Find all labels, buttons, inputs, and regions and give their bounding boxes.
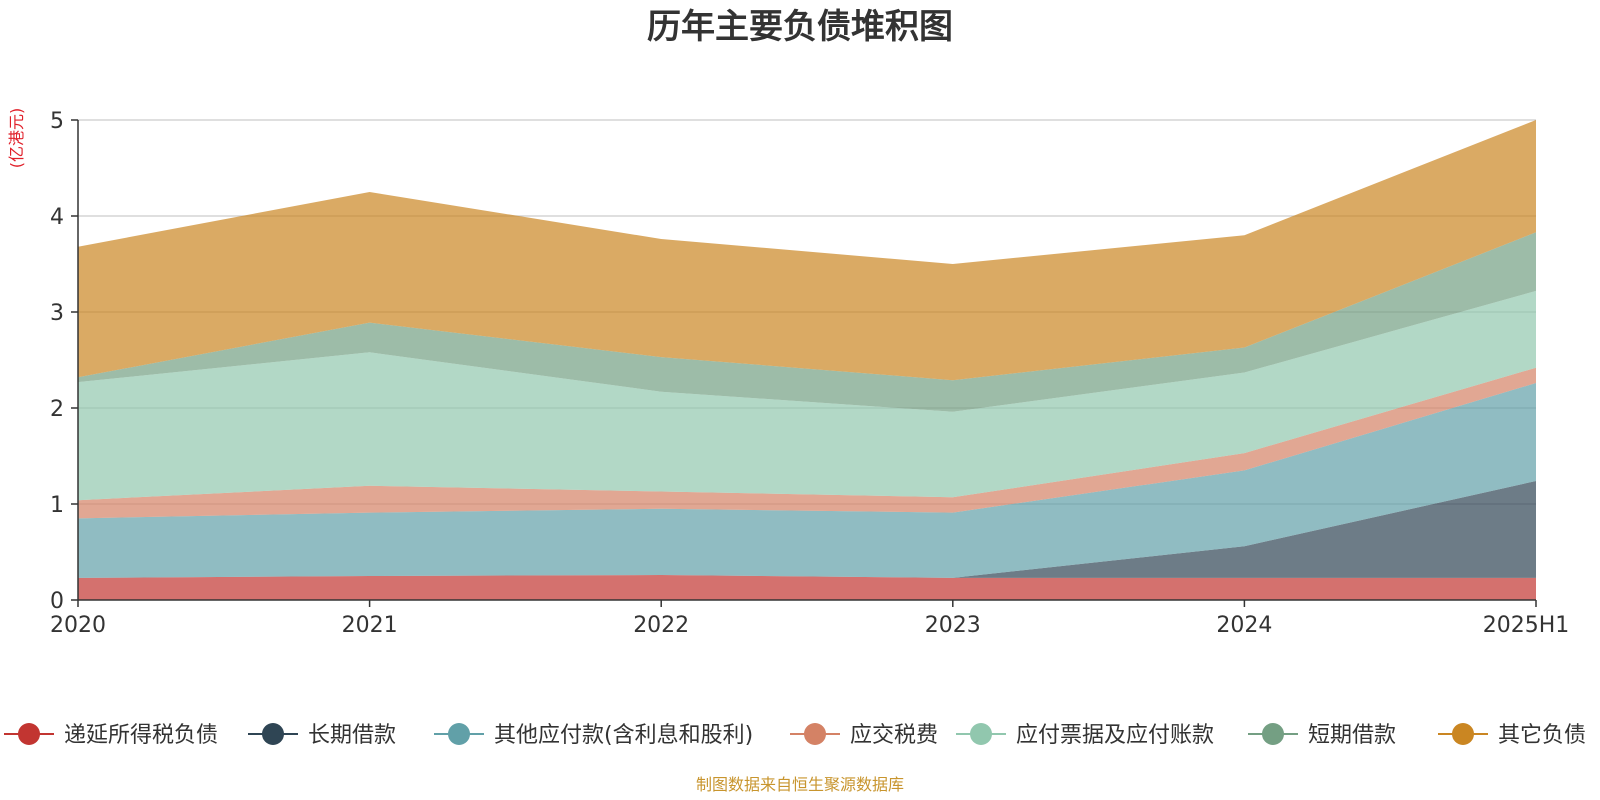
- legend-item-短期借款[interactable]: 短期借款: [1248, 723, 1396, 748]
- legend-item-应交税费[interactable]: 应交税费: [790, 723, 938, 748]
- legend-marker: [970, 723, 992, 745]
- y-axis-unit-label: (亿港元): [7, 108, 26, 169]
- x-tick-label: 2022: [633, 613, 689, 638]
- y-tick-label: 2: [50, 397, 64, 422]
- area-series-长期借款: [78, 481, 1536, 578]
- data-source-note: 制图数据来自恒生聚源数据库: [696, 775, 904, 794]
- x-tick-label: 2020: [50, 613, 106, 638]
- legend-label: 应付票据及应付账款: [1016, 723, 1214, 748]
- y-tick-label: 1: [50, 493, 64, 518]
- area-series-应付票据及应付账款: [78, 290, 1536, 501]
- x-tick-label: 2023: [925, 613, 981, 638]
- y-tick-label: 0: [50, 589, 64, 614]
- legend-item-递延所得税负债[interactable]: 递延所得税负债: [4, 723, 218, 748]
- area-series-其它负债: [78, 120, 1536, 381]
- legend-label: 其它负债: [1498, 723, 1586, 748]
- legend-label: 递延所得税负债: [64, 723, 218, 748]
- legend-marker: [804, 723, 826, 745]
- legend-marker: [448, 723, 470, 745]
- legend-label: 其他应付款(含利息和股利): [494, 723, 753, 748]
- chart-title: 历年主要负债堆积图: [647, 7, 953, 47]
- legend-item-其他应付款(含利息和股利)[interactable]: 其他应付款(含利息和股利): [434, 723, 753, 748]
- x-tick-label: 2024: [1216, 613, 1272, 638]
- legend-marker: [262, 723, 284, 745]
- x-tick-label: 2025H1: [1483, 613, 1570, 638]
- legend-label: 短期借款: [1308, 723, 1396, 748]
- y-tick-label: 4: [50, 205, 64, 230]
- area-series-递延所得税负债: [78, 575, 1536, 600]
- x-tick-label: 2021: [342, 613, 398, 638]
- y-tick-label: 5: [50, 109, 64, 134]
- legend-item-其它负债[interactable]: 其它负债: [1438, 723, 1586, 748]
- legend-marker: [18, 723, 40, 745]
- axes: 0 1 2 3 4 5 2020 2021 2022 2023 2024 2025H1: [50, 109, 1569, 638]
- area-series-其他应付款(含利息和股利): [78, 383, 1536, 578]
- area-series-group: [78, 120, 1536, 600]
- legend-marker: [1262, 723, 1284, 745]
- legend-marker: [1452, 723, 1474, 745]
- legend-label: 长期借款: [308, 723, 396, 748]
- area-series-应交税费: [78, 367, 1536, 519]
- legend-item-长期借款[interactable]: 长期借款: [248, 723, 396, 748]
- legend[interactable]: 递延所得税负债 长期借款 其他应付款(含利息和股利) 应交税费 应付票据及应付账款 短期借…: [4, 723, 1586, 748]
- legend-label: 应交税费: [850, 723, 938, 748]
- legend-item-应付票据及应付账款[interactable]: 应付票据及应付账款: [956, 723, 1214, 748]
- y-tick-label: 3: [50, 301, 64, 326]
- area-series-短期借款: [78, 232, 1536, 412]
